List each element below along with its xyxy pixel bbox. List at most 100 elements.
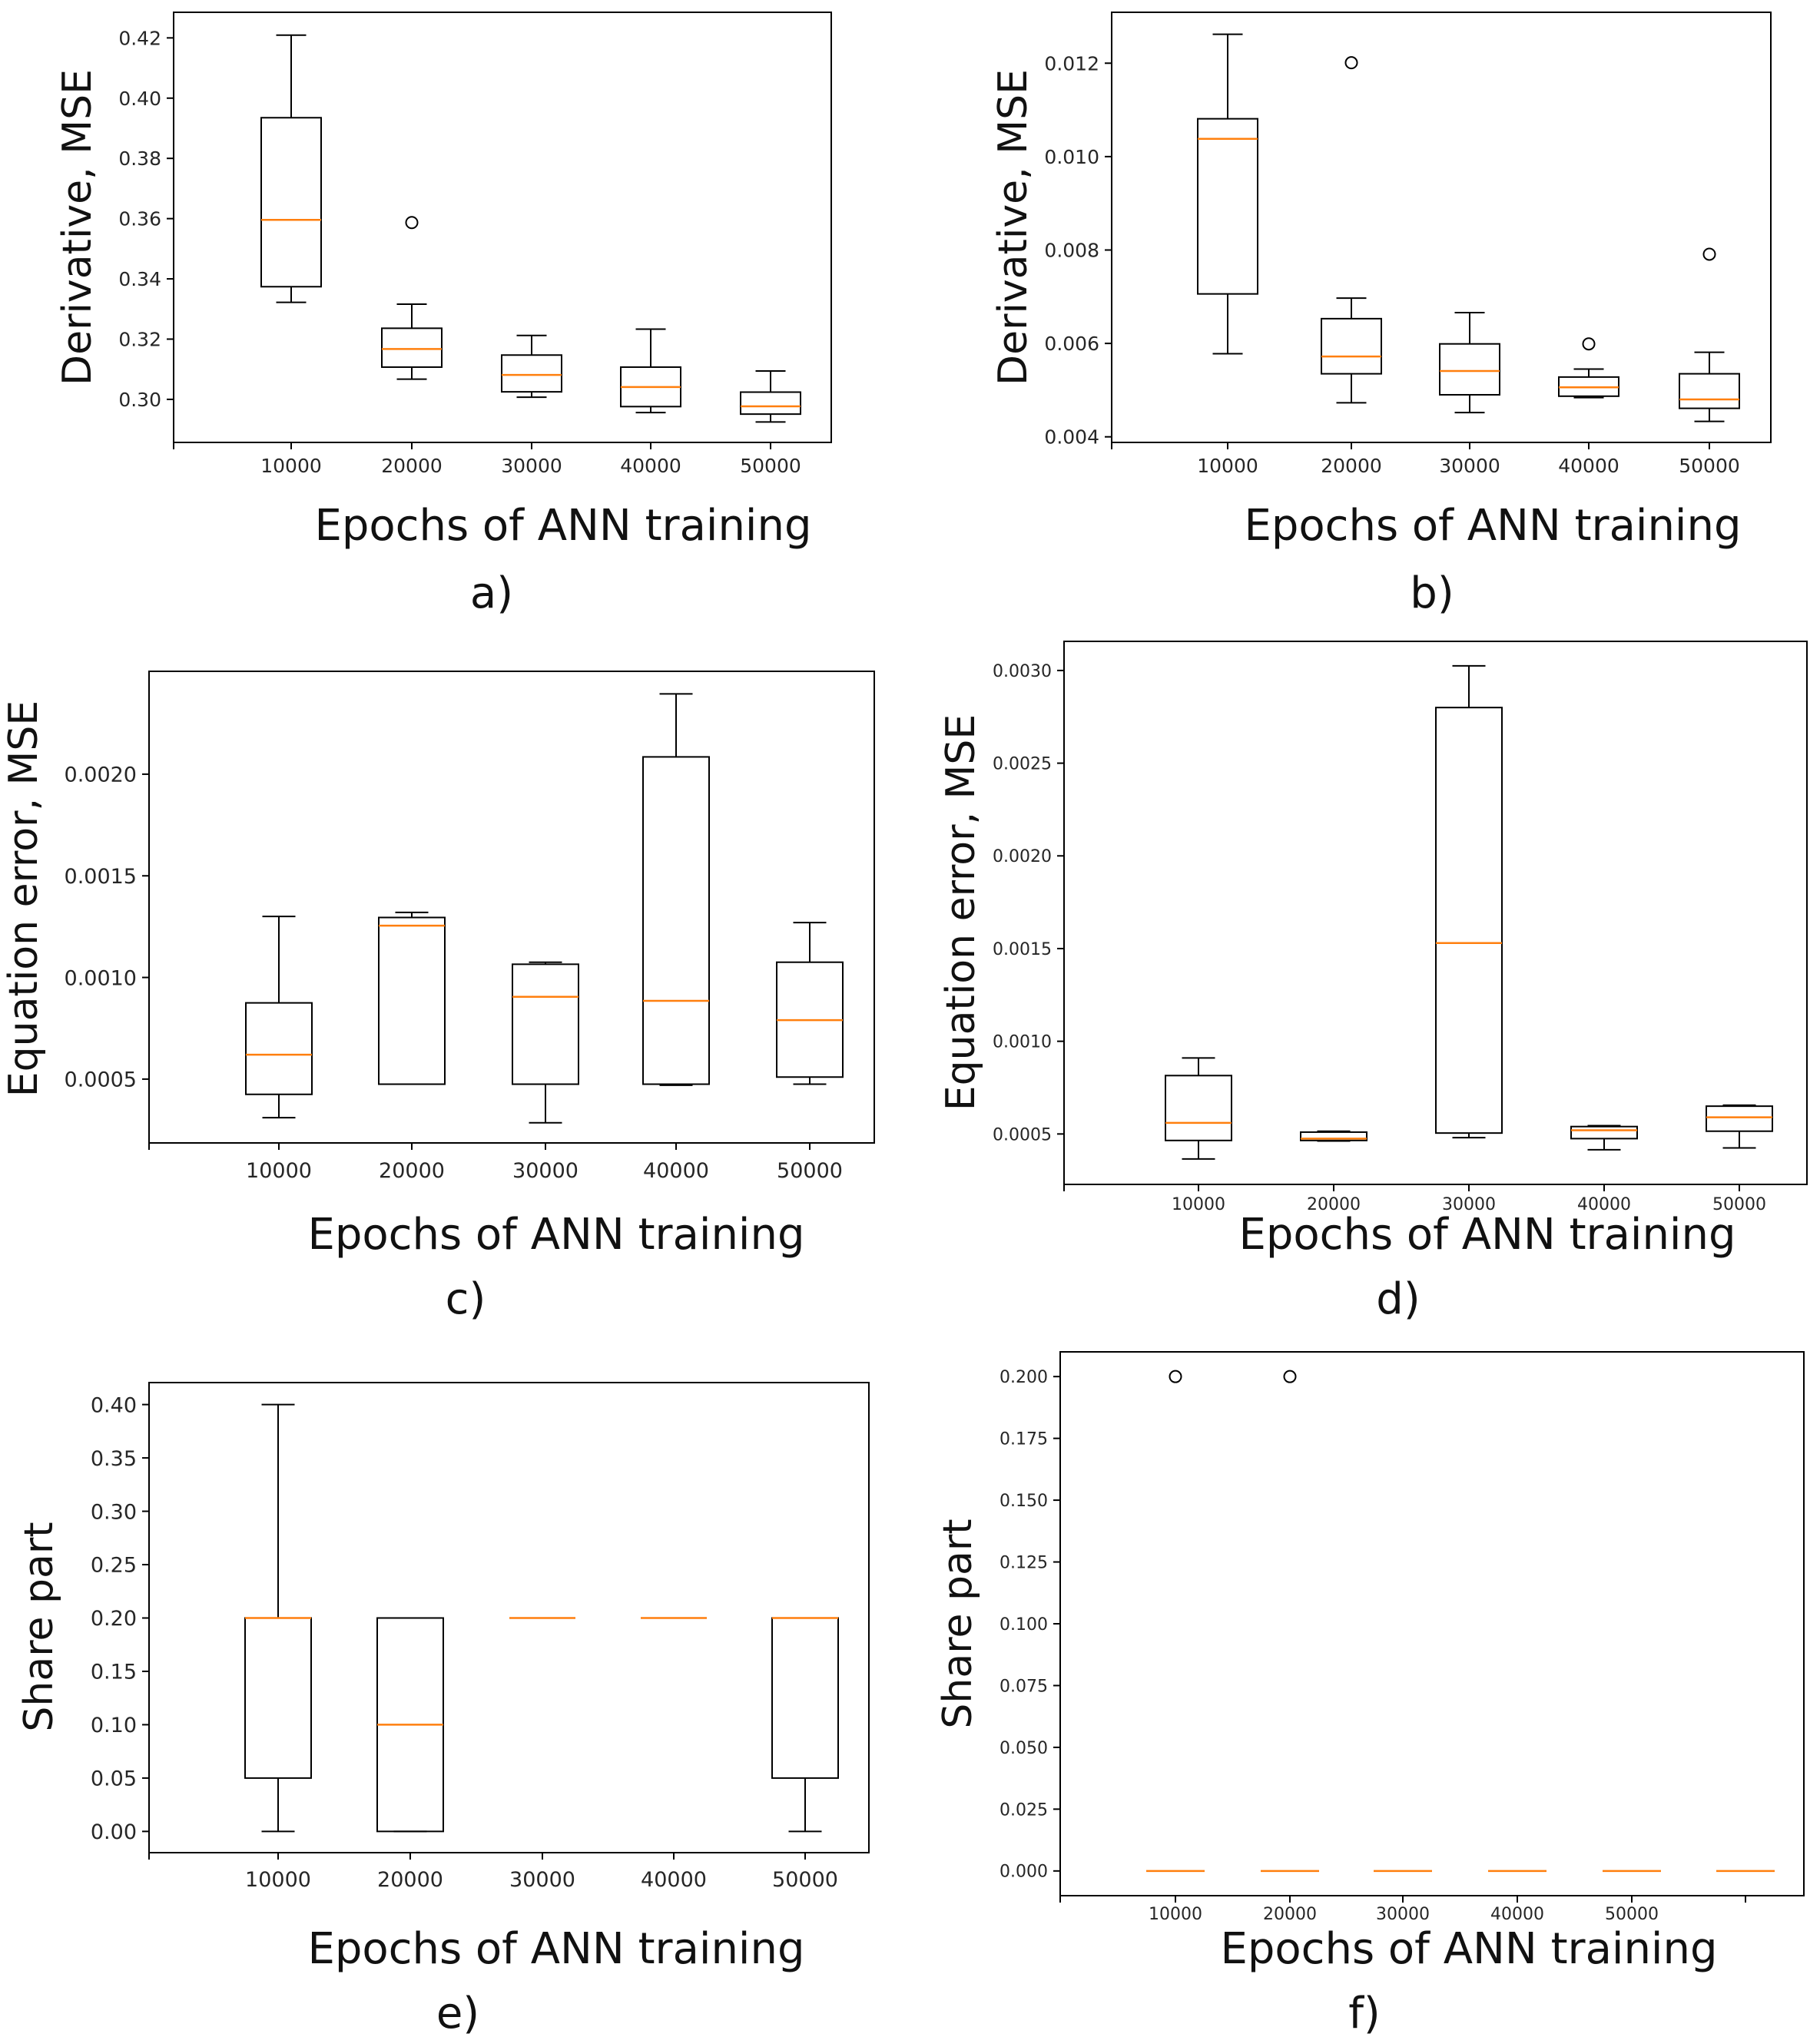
y-tick-label: 0.0020 <box>993 847 1052 866</box>
y-tick-label: 0.36 <box>118 208 161 230</box>
box-30000 <box>501 334 562 399</box>
y-tick-label: 0.100 <box>1000 1615 1048 1635</box>
y-tick-label: 0.125 <box>1000 1553 1048 1572</box>
box-iqr <box>512 963 579 1085</box>
y-axis-label: Derivative, MSE <box>55 69 101 386</box>
x-tick-label: 30000 <box>509 1868 575 1892</box>
x-tick-label: 50000 <box>777 1159 843 1183</box>
box-iqr <box>1679 373 1740 409</box>
box-50000 <box>740 370 801 423</box>
box-10000 <box>260 34 322 303</box>
panel-a: 0.30 0.32 0.34 0.36 0.38 0.40 0.42 10000 20000 30… <box>55 12 832 618</box>
y-tick-label: 0.40 <box>91 1393 137 1417</box>
y-tick-label: 0.20 <box>91 1607 137 1631</box>
y-tick-label: 0.32 <box>118 328 161 350</box>
panel-f: 0.000 0.025 0.050 0.075 0.100 0.125 0.150 0.175… <box>935 1351 1805 2037</box>
axes-frame <box>1111 12 1772 443</box>
x-axis-label: Epochs of ANN training <box>1244 501 1741 551</box>
x-tick-label: 50000 <box>772 1868 838 1892</box>
box-iqr <box>1706 1105 1773 1132</box>
y-tick-label: 0.025 <box>1000 1800 1048 1820</box>
y-tick-label: 0.008 <box>1044 239 1099 261</box>
box-50000 <box>776 922 844 1085</box>
box-10000 <box>1146 1370 1205 1873</box>
axes-frame <box>148 671 875 1144</box>
panel-e: 0.00 0.05 0.10 0.15 0.20 0.25 0.30 0.35 0.40 1000… <box>16 1382 870 2037</box>
y-tick-label: 0.0010 <box>993 1033 1052 1052</box>
y-tick-label: 0.004 <box>1044 426 1099 449</box>
x-tick-label: 40000 <box>1490 1905 1544 1924</box>
box-iqr <box>378 916 446 1085</box>
box-30000 <box>1435 664 1503 1139</box>
x-tick-label: 10000 <box>260 455 322 477</box>
box-40000 <box>1558 337 1619 399</box>
x-tick-label: 30000 <box>1376 1905 1430 1924</box>
y-tick-label: 0.0005 <box>65 1068 137 1092</box>
y-tick-label: 0.25 <box>91 1554 137 1578</box>
outlier-point <box>1702 247 1716 261</box>
box-iqr <box>1439 343 1500 396</box>
box-20000 <box>378 911 446 1085</box>
y-tick-label: 0.0025 <box>993 755 1052 774</box>
outlier-point <box>405 216 419 230</box>
outlier-point <box>1344 56 1358 70</box>
panel-caption: f) <box>1348 1989 1381 2037</box>
box-50000 <box>1706 1104 1773 1149</box>
panel-caption: a) <box>470 568 513 618</box>
panel-d: 0.0005 0.0010 0.0015 0.0020 0.0025 0.0030 1000… <box>938 641 1808 1324</box>
y-tick-label: 0.0015 <box>65 865 137 889</box>
box-50000 <box>771 1617 839 1833</box>
x-tick-label: 50000 <box>740 455 801 477</box>
y-tick-label: 0.42 <box>118 27 161 49</box>
y-tick-label: 0.006 <box>1044 333 1099 355</box>
x-tick-label: 40000 <box>641 1868 707 1892</box>
y-tick-label: 0.050 <box>1000 1739 1048 1758</box>
box-20000 <box>381 216 443 380</box>
x-tick-label: 30000 <box>501 455 562 477</box>
x-tick-label: 40000 <box>643 1159 709 1183</box>
y-axis-label: Equation error, MSE <box>1 701 47 1098</box>
y-tick-label: 0.38 <box>118 147 161 170</box>
y-axis-label: Equation error, MSE <box>938 714 984 1111</box>
y-tick-label: 0.10 <box>91 1714 137 1737</box>
box-30000 <box>512 961 579 1124</box>
x-tick-label: 30000 <box>512 1159 578 1183</box>
box-iqr <box>771 1617 839 1779</box>
panel-caption: c) <box>446 1274 486 1324</box>
box-iqr <box>245 1002 313 1095</box>
outlier-point <box>1169 1370 1182 1383</box>
box-10000 <box>1197 33 1258 355</box>
panel-caption: d) <box>1376 1274 1420 1324</box>
x-axis-label: Epochs of ANN training <box>307 1924 804 1974</box>
box-iqr <box>1570 1125 1638 1140</box>
x-tick-label: 20000 <box>1307 1195 1361 1214</box>
y-tick-label: 0.00 <box>91 1820 137 1844</box>
box-50000 <box>1679 247 1740 422</box>
box-40000 <box>642 693 710 1086</box>
y-tick-label: 0.35 <box>91 1447 137 1471</box>
x-tick-label: 50000 <box>1679 455 1740 477</box>
panel-caption: b) <box>1410 568 1454 618</box>
axes-frame <box>1063 641 1808 1185</box>
panel-caption: e) <box>436 1989 479 2037</box>
x-axis-label: Epochs of ANN training <box>314 501 811 551</box>
y-tick-label: 0.0020 <box>65 763 137 787</box>
box-iqr <box>1435 707 1503 1134</box>
box-iqr <box>642 756 710 1085</box>
y-tick-label: 0.0005 <box>993 1125 1052 1144</box>
box-iqr <box>501 354 562 393</box>
axes-frame <box>1059 1351 1805 1896</box>
x-tick-label: 40000 <box>1577 1195 1631 1214</box>
axes-frame <box>173 12 832 443</box>
x-tick-label: 30000 <box>1439 455 1500 477</box>
box-iqr <box>260 117 322 288</box>
x-tick-label: 50000 <box>1712 1195 1766 1214</box>
box-20000 <box>376 1617 444 1833</box>
box-iqr <box>1197 118 1258 295</box>
x-tick-label: 40000 <box>1558 455 1619 477</box>
y-tick-label: 0.000 <box>1000 1863 1048 1882</box>
y-tick-label: 0.15 <box>91 1661 137 1684</box>
y-tick-label: 0.200 <box>1000 1368 1048 1387</box>
box-30000 <box>1439 311 1500 414</box>
